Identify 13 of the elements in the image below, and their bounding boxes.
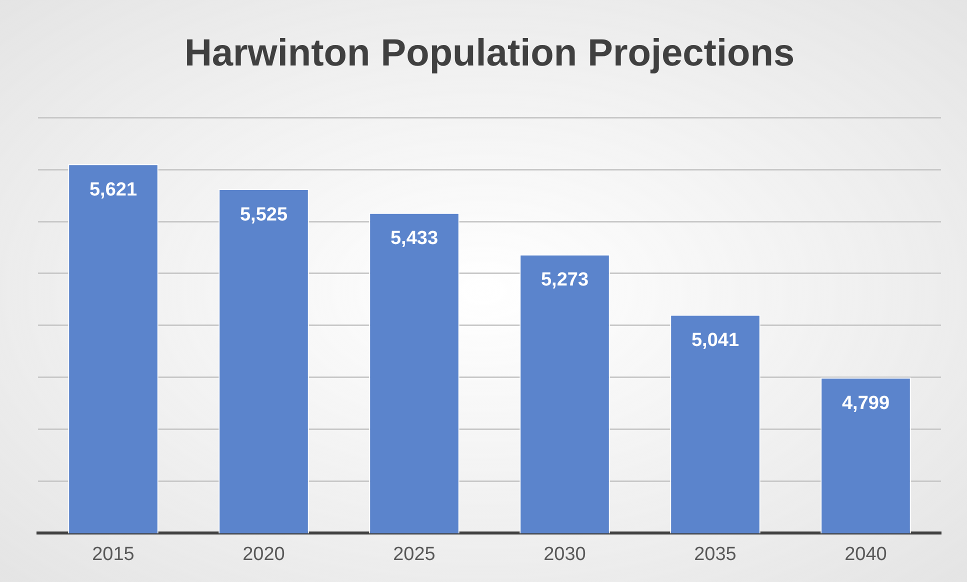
data-label: 5,041 — [691, 330, 740, 351]
x-tick-label: 2035 — [694, 544, 736, 565]
x-tick-label: 2040 — [844, 544, 887, 565]
data-label: 5,525 — [240, 204, 288, 226]
data-label: 4,799 — [842, 392, 890, 414]
chart-title: Harwinton Population Projections — [184, 32, 795, 74]
x-tick-label: 2015 — [92, 544, 134, 565]
data-label: 5,433 — [390, 228, 438, 250]
data-label: 5,273 — [540, 270, 589, 291]
x-tick-label: 2025 — [393, 544, 436, 565]
x-tick-label: 2020 — [242, 544, 285, 565]
x-tick-label: 2030 — [544, 544, 586, 565]
data-label: 5,621 — [89, 179, 138, 200]
